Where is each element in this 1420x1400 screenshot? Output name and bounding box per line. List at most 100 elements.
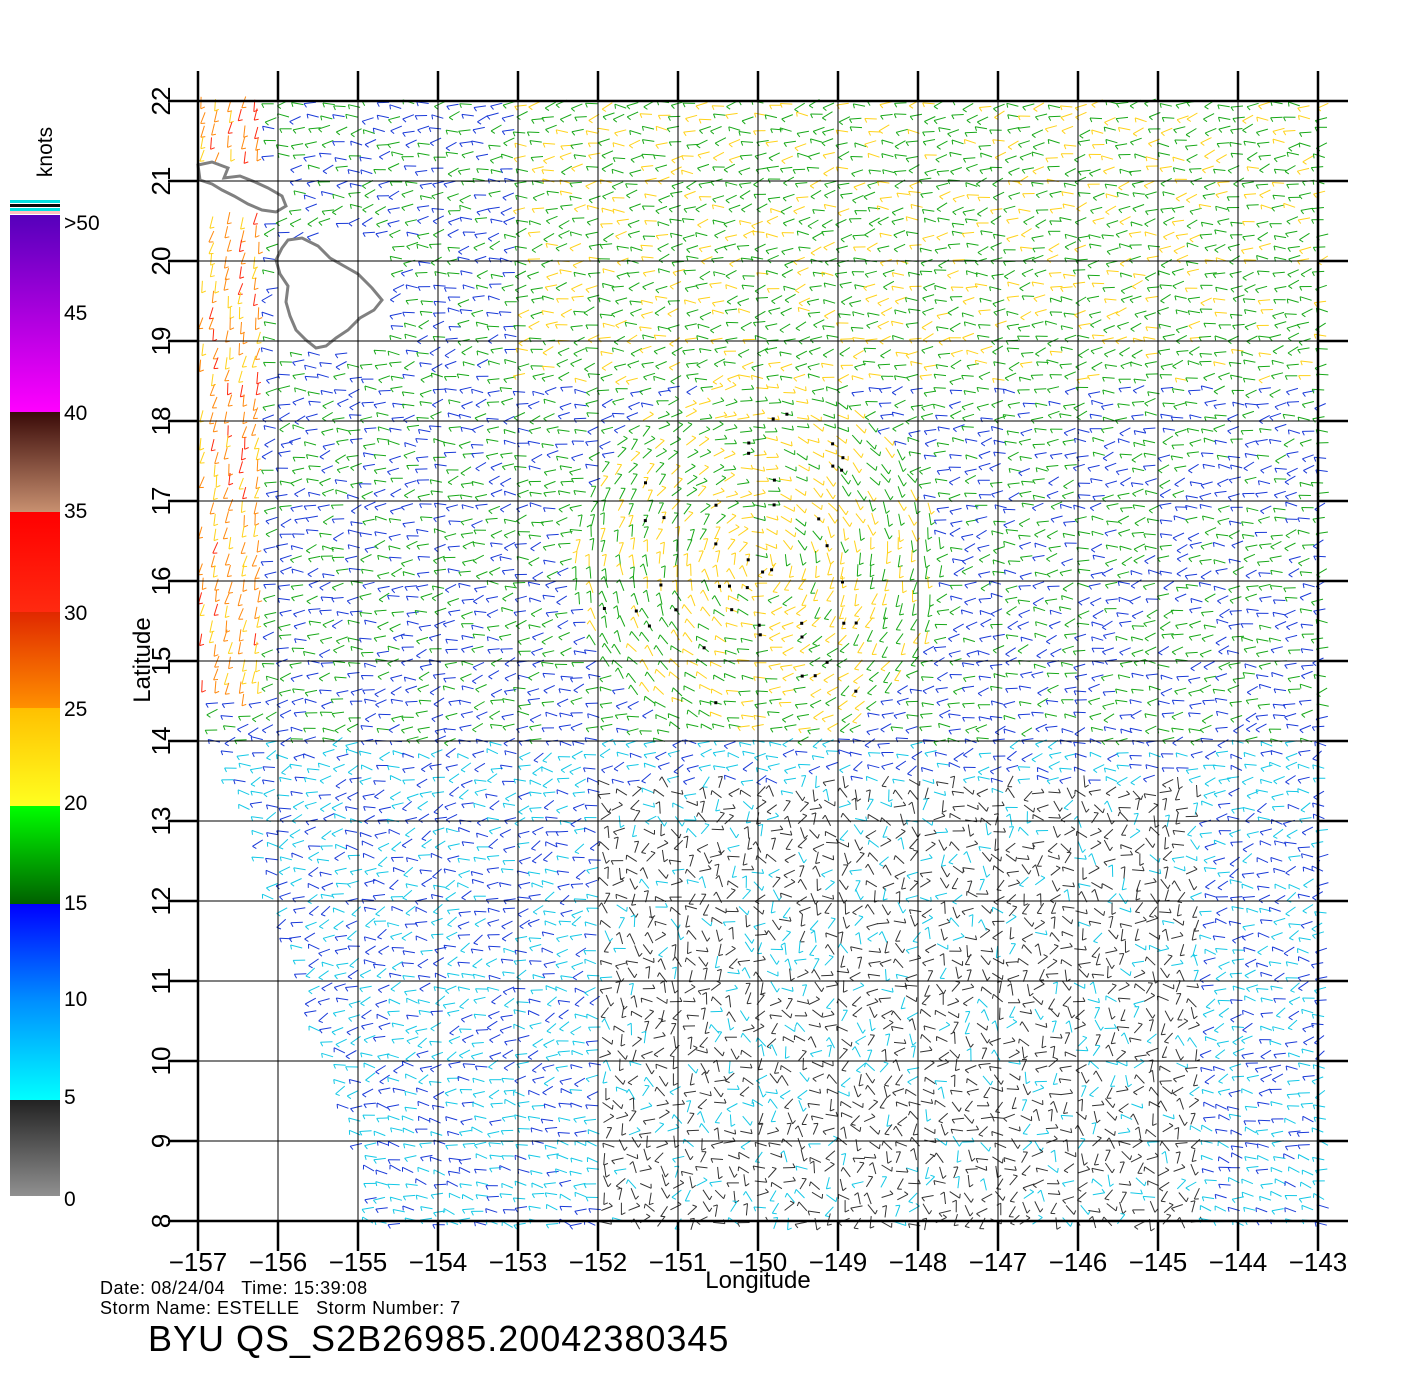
wind-vector: [543, 143, 555, 147]
wind-vector: [1089, 790, 1101, 796]
wind-vector: [1003, 702, 1015, 708]
wind-vector: [349, 415, 361, 419]
wind-vector: [1107, 221, 1118, 228]
wind-vector: [1006, 673, 1018, 677]
wind-vector: [977, 335, 989, 339]
wind-vector: [361, 170, 372, 174]
wind-vector: [893, 336, 904, 340]
wind-vector: [448, 610, 460, 616]
wind-vector: [266, 244, 277, 251]
wind-vector: [544, 481, 555, 488]
wind-vector: [559, 633, 570, 641]
wind-vector: [1048, 740, 1058, 749]
wind-vector: [292, 534, 304, 538]
wind-vector: [1019, 686, 1031, 690]
wind-vector: [795, 751, 807, 755]
wind-vector: [533, 766, 543, 775]
wind-vector: [1285, 166, 1295, 174]
wind-vector: [878, 321, 889, 329]
wind-vector: [794, 207, 805, 215]
wind-vector: [1116, 117, 1128, 122]
wind-vector: [449, 400, 461, 404]
wind-vector: [446, 649, 458, 653]
wind-vector: [729, 205, 740, 212]
wind-vector: [321, 906, 330, 916]
wind-vector: [462, 842, 474, 846]
wind-vector: [616, 389, 628, 393]
wind-vector: [657, 840, 668, 848]
wind-vector: [570, 505, 582, 511]
wind-vector: [252, 753, 264, 757]
wind-vector: [267, 842, 278, 846]
wind-vector: [1131, 637, 1143, 641]
wind-vector: [671, 829, 681, 838]
wind-vector: [897, 754, 909, 758]
wind-vector: [910, 881, 918, 891]
wind-vector: [323, 738, 335, 742]
wind-vector: [291, 922, 303, 926]
wind-vector: [1247, 832, 1259, 838]
wind-vector: [783, 194, 794, 201]
wind-vector: [390, 792, 400, 800]
wind-vector: [671, 410, 682, 418]
wind-vector: [266, 698, 277, 705]
wind-vector: [868, 153, 879, 157]
wind-vector: [1092, 531, 1104, 535]
wind-vector: [319, 650, 330, 658]
wind-vector: [475, 763, 485, 772]
wind-vector: [810, 830, 820, 839]
wind-vector: [782, 115, 793, 122]
wind-vector: [531, 157, 543, 162]
wind-vector: [519, 806, 529, 815]
wind-vector: [515, 574, 527, 578]
wind-vector: [1102, 569, 1113, 577]
wind-vector: [420, 183, 432, 189]
wind-vector: [1175, 429, 1186, 436]
wind-vector: [731, 553, 735, 565]
wind-vector: [474, 611, 486, 615]
wind-vector: [865, 412, 876, 420]
wind-vector: [1257, 803, 1266, 812]
wind-vector: [827, 477, 836, 487]
wind-vector: [990, 287, 1002, 291]
wind-vector: [824, 674, 834, 683]
wind-vector: [1288, 197, 1300, 201]
wind-vector: [505, 349, 517, 353]
wind-vector: [1093, 555, 1105, 559]
wind-vector: [1036, 220, 1046, 229]
wind-vector: [1289, 884, 1300, 889]
wind-vector: [1188, 361, 1199, 365]
wind-vector: [1108, 753, 1119, 761]
wind-vector: [1269, 440, 1281, 444]
wind-vector: [954, 753, 964, 762]
wind-vector: [838, 402, 848, 409]
wind-vector: [612, 286, 624, 291]
wind-vector: [1118, 530, 1130, 537]
wind-vector: [462, 599, 474, 604]
wind-vector: [1259, 415, 1270, 423]
wind-vector: [851, 776, 863, 780]
wind-vector: [431, 412, 442, 420]
wind-vector: [896, 892, 900, 904]
wind-vector: [572, 751, 583, 759]
wind-vector: [476, 337, 488, 342]
wind-vector: [491, 658, 502, 666]
wind-vector: [502, 781, 514, 785]
wind-vector: [1241, 248, 1253, 254]
wind-vector: [573, 792, 585, 797]
wind-vector: [1063, 440, 1075, 446]
wind-vector: [1146, 157, 1158, 161]
wind-vector: [631, 800, 640, 810]
wind-vector: [981, 153, 992, 157]
wind-vector: [714, 359, 725, 367]
wind-vector: [1245, 404, 1257, 408]
wind-vector: [754, 194, 766, 198]
wind-vector: [477, 360, 488, 368]
wind-vector: [1051, 902, 1056, 913]
wind-vector: [1177, 545, 1187, 554]
wind-vector: [1313, 247, 1325, 251]
wind-vector: [351, 463, 362, 470]
wind-vector: [458, 246, 469, 254]
wind-vector: [1219, 117, 1231, 121]
wind-vector: [613, 143, 625, 147]
